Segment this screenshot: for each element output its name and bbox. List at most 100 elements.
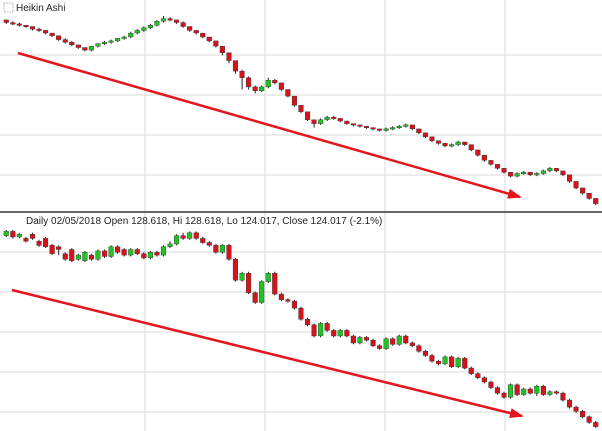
ha-candle-body-down — [49, 32, 55, 36]
ha-candle-body-down — [3, 19, 9, 23]
daily-candle-body-down — [593, 422, 599, 427]
ha-candle-body-down — [344, 120, 350, 124]
daily-candle-body-down — [540, 386, 546, 395]
heikin-ashi-title: Heikin Ashi — [16, 3, 65, 14]
daily-candle-body-down — [363, 337, 370, 341]
daily-candle-body-down — [311, 324, 317, 337]
ha-candle-body-up — [147, 25, 153, 29]
daily-candle-body-down — [481, 377, 487, 383]
ha-candle-body-down — [272, 80, 278, 84]
daily-candle-body-down — [567, 399, 573, 408]
daily-candle-body-down — [23, 238, 29, 242]
ha-candle-body-down — [468, 144, 474, 151]
daily-candle-body-down — [62, 253, 68, 260]
daily-candle-body-up — [108, 246, 114, 257]
daily-candle-body-down — [10, 231, 16, 238]
ha-candle-body-up — [128, 32, 134, 38]
daily-candle-body-down — [586, 416, 592, 423]
ha-candle-body-down — [56, 35, 62, 40]
daily-candle-body-up — [75, 254, 81, 260]
daily-candle-body-down — [291, 300, 298, 309]
daily-candle-body-down — [213, 245, 219, 253]
daily-candle-body-up — [396, 335, 402, 345]
daily-candle-body-up — [167, 243, 173, 247]
daily-candle-body-down — [88, 254, 94, 260]
daily-candle-body-down — [370, 340, 376, 347]
daily-candle-body-up — [534, 386, 540, 394]
ha-trend-arrow-head — [507, 188, 522, 199]
daily-candle-body-down — [501, 392, 507, 398]
daily-candle-body-up — [160, 246, 167, 256]
ha-candle-body-down — [560, 170, 566, 175]
ha-candle-body-down — [436, 140, 442, 144]
chart-settings-icon[interactable] — [3, 2, 14, 13]
daily-candle-body-down — [429, 355, 435, 362]
daily-candle-body-down — [527, 388, 533, 394]
daily-candle-body-down — [193, 232, 199, 239]
daily-candlestick-panel[interactable] — [3, 230, 599, 428]
ha-candle-body-down — [200, 32, 206, 38]
daily-candle-body-up — [455, 358, 461, 367]
daily-candle-body-down — [36, 240, 42, 246]
daily-candle-body-down — [390, 338, 396, 345]
daily-candle-body-up — [442, 356, 448, 365]
ha-candle-body-down — [475, 149, 481, 156]
daily-candle-body-down — [494, 387, 501, 394]
daily-candle-body-up — [521, 388, 527, 395]
daily-candle-body-up — [265, 273, 271, 282]
daily-candle-body-down — [580, 411, 586, 418]
daily-candle-body-down — [49, 245, 55, 254]
daily-candle-body-down — [573, 406, 579, 412]
daily-candle-body-up — [383, 338, 389, 349]
ha-candle-body-down — [409, 124, 415, 130]
ha-candle-body-up — [383, 128, 389, 131]
ha-candle-body-down — [226, 52, 232, 61]
daily-candle-body-down — [298, 307, 304, 320]
daily-candle-body-down — [377, 345, 383, 349]
ha-candle-body-down — [36, 28, 42, 31]
daily-candle-body-down — [305, 319, 311, 326]
daily-candle-body-down — [350, 335, 356, 344]
ha-candle-body-down — [213, 40, 219, 47]
ha-candle-body-down — [311, 119, 317, 124]
ha-candle-body-down — [285, 89, 291, 97]
daily-candle-body-down — [180, 235, 186, 239]
ha-candle-body-down — [363, 126, 370, 129]
ha-candle-body-down — [357, 124, 363, 127]
ha-candle-body-up — [534, 173, 540, 176]
ha-candle-body-up — [514, 173, 520, 177]
ha-candle-body-down — [29, 26, 36, 30]
daily-candle-body-up — [357, 337, 363, 344]
ha-candle-body-down — [10, 22, 16, 25]
daily-candle-body-down — [278, 293, 284, 300]
daily-candle-body-down — [206, 242, 212, 246]
ha-candle-body-down — [580, 187, 586, 194]
ha-candle-body-up — [101, 42, 108, 44]
daily-candle-body-down — [475, 373, 481, 379]
daily-candle-body-down — [134, 249, 140, 254]
ha-candle-body-down — [232, 60, 239, 72]
ha-candle-body-up — [540, 170, 546, 174]
ha-candle-body-up — [318, 119, 324, 124]
daily-candle-body-down — [560, 392, 566, 401]
ha-candle-body-up — [396, 126, 402, 129]
ha-candle-body-down — [494, 164, 501, 169]
ha-candle-body-down — [187, 26, 193, 31]
daily-candle-body-down — [488, 381, 494, 388]
ha-candle-body-down — [370, 127, 376, 130]
ha-candle-body-down — [501, 168, 507, 173]
ha-trend-arrow-line — [17, 51, 521, 199]
ha-candle-body-up — [324, 116, 330, 120]
daily-candle-body-up — [173, 235, 180, 245]
ha-candle-body-down — [278, 82, 284, 90]
heikin-ashi-panel[interactable] — [3, 16, 599, 205]
ha-candle-body-down — [337, 118, 343, 122]
daily-candle-body-down — [449, 356, 455, 367]
daily-candle-body-down — [344, 330, 350, 337]
ha-candle-body-down — [377, 128, 383, 131]
ha-candle-body-down — [488, 160, 494, 165]
daily-candle-body-down — [29, 233, 36, 239]
ha-candle-body-up — [521, 171, 527, 174]
daily-candle-body-down — [56, 246, 62, 250]
ha-candle-body-up — [547, 168, 553, 172]
